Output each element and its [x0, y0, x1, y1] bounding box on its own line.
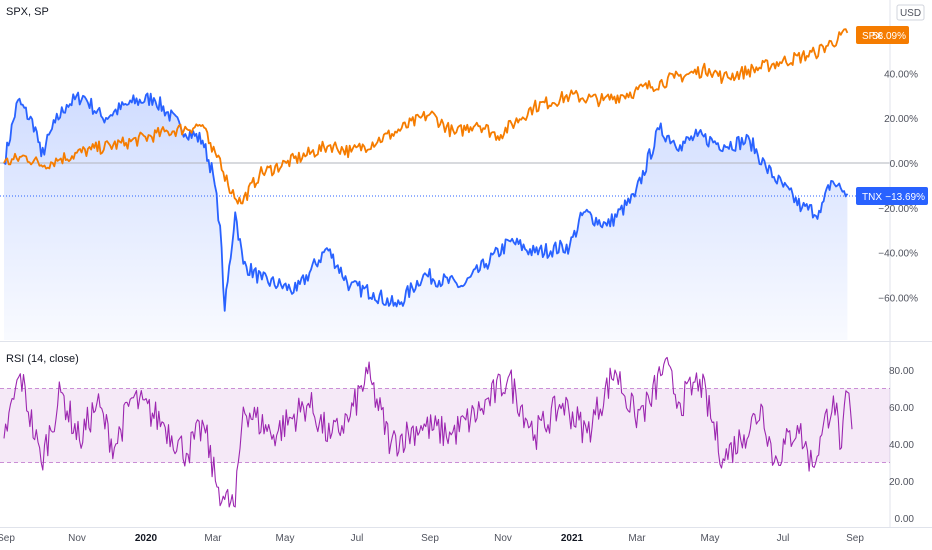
- rsi-pane: RSI (14, close) 80.00 60.00 40.00 20.00 0.00: [0, 353, 914, 525]
- spx-tag-value: 58.09%: [872, 31, 906, 42]
- spx-tag-name: SPX: [862, 31, 882, 42]
- x-tick-group: Sep Nov 2020 Mar May Jul Sep Nov 2021 Mar May Jul Se…: [0, 533, 864, 544]
- rsi-y-tick-label: 80.00: [889, 366, 914, 377]
- rsi-y-tick-group: 80.00 60.00 40.00 20.00 0.00: [889, 366, 914, 525]
- rsi-y-tick-label: 20.00: [889, 477, 914, 488]
- x-tick-label: Nov: [68, 533, 86, 544]
- tnx-area: [4, 92, 848, 340]
- tnx-last-value-tag: TNX −13.69%: [856, 187, 928, 205]
- main-y-tick-label: 0.00%: [890, 159, 918, 170]
- x-tick-label: Sep: [0, 533, 15, 544]
- tnx-tag-value: −13.69%: [885, 192, 925, 203]
- rsi-y-tick-label: 40.00: [889, 440, 914, 451]
- rsi-y-tick-label: 60.00: [889, 403, 914, 414]
- tnx-area-fill: [4, 92, 848, 340]
- x-tick-label: May: [701, 533, 720, 544]
- rsi-series-group: [3, 356, 853, 508]
- tnx-tag-box: [856, 187, 928, 205]
- time-axis[interactable]: Sep Nov 2020 Mar May Jul Sep Nov 2021 Mar May Jul Se…: [0, 527, 932, 545]
- x-tick-label: Mar: [628, 533, 646, 544]
- main-y-tick-label: 20.00%: [884, 114, 918, 125]
- x-tick-label: May: [276, 533, 295, 544]
- tnx-line[interactable]: [3, 91, 849, 312]
- main-series-group: [3, 28, 849, 312]
- rsi-title: RSI (14, close): [6, 353, 79, 365]
- currency-badge[interactable]: [896, 4, 925, 21]
- x-tick-label: Mar: [204, 533, 222, 544]
- main-y-tick-label: −60.00%: [878, 293, 918, 304]
- spx-line[interactable]: [3, 28, 849, 205]
- x-tick-label: Sep: [421, 533, 439, 544]
- rsi-y-tick-label: 0.00: [895, 514, 915, 525]
- main-y-tick-label: −20.00%: [878, 204, 918, 215]
- main-pane: SPX, SP: [0, 6, 890, 340]
- main-y-tick-label: −40.00%: [878, 249, 918, 260]
- main-price-axis[interactable]: USD 40.00% 20.00% 0.00% −20.00% −40.00% −60.0…: [856, 0, 928, 527]
- x-tick-label: 2020: [135, 533, 158, 544]
- rsi-line[interactable]: [3, 356, 853, 508]
- spx-last-value-tag: SPX 58.09%: [856, 26, 909, 44]
- x-tick-label: Nov: [494, 533, 512, 544]
- tnx-tag-name: TNX: [862, 192, 882, 203]
- x-tick-label: Jul: [777, 533, 790, 544]
- x-tick-label: Sep: [846, 533, 864, 544]
- x-tick-label: Jul: [351, 533, 364, 544]
- main-y-tick-label: 40.00%: [884, 69, 918, 80]
- currency-label: USD: [900, 8, 921, 19]
- main-y-tick-group: 40.00% 20.00% 0.00% −20.00% −40.00% −60.00%: [878, 69, 918, 304]
- main-chart-title: SPX, SP: [6, 6, 49, 18]
- spx-tag-box: [856, 26, 909, 44]
- x-tick-label: 2021: [561, 533, 584, 544]
